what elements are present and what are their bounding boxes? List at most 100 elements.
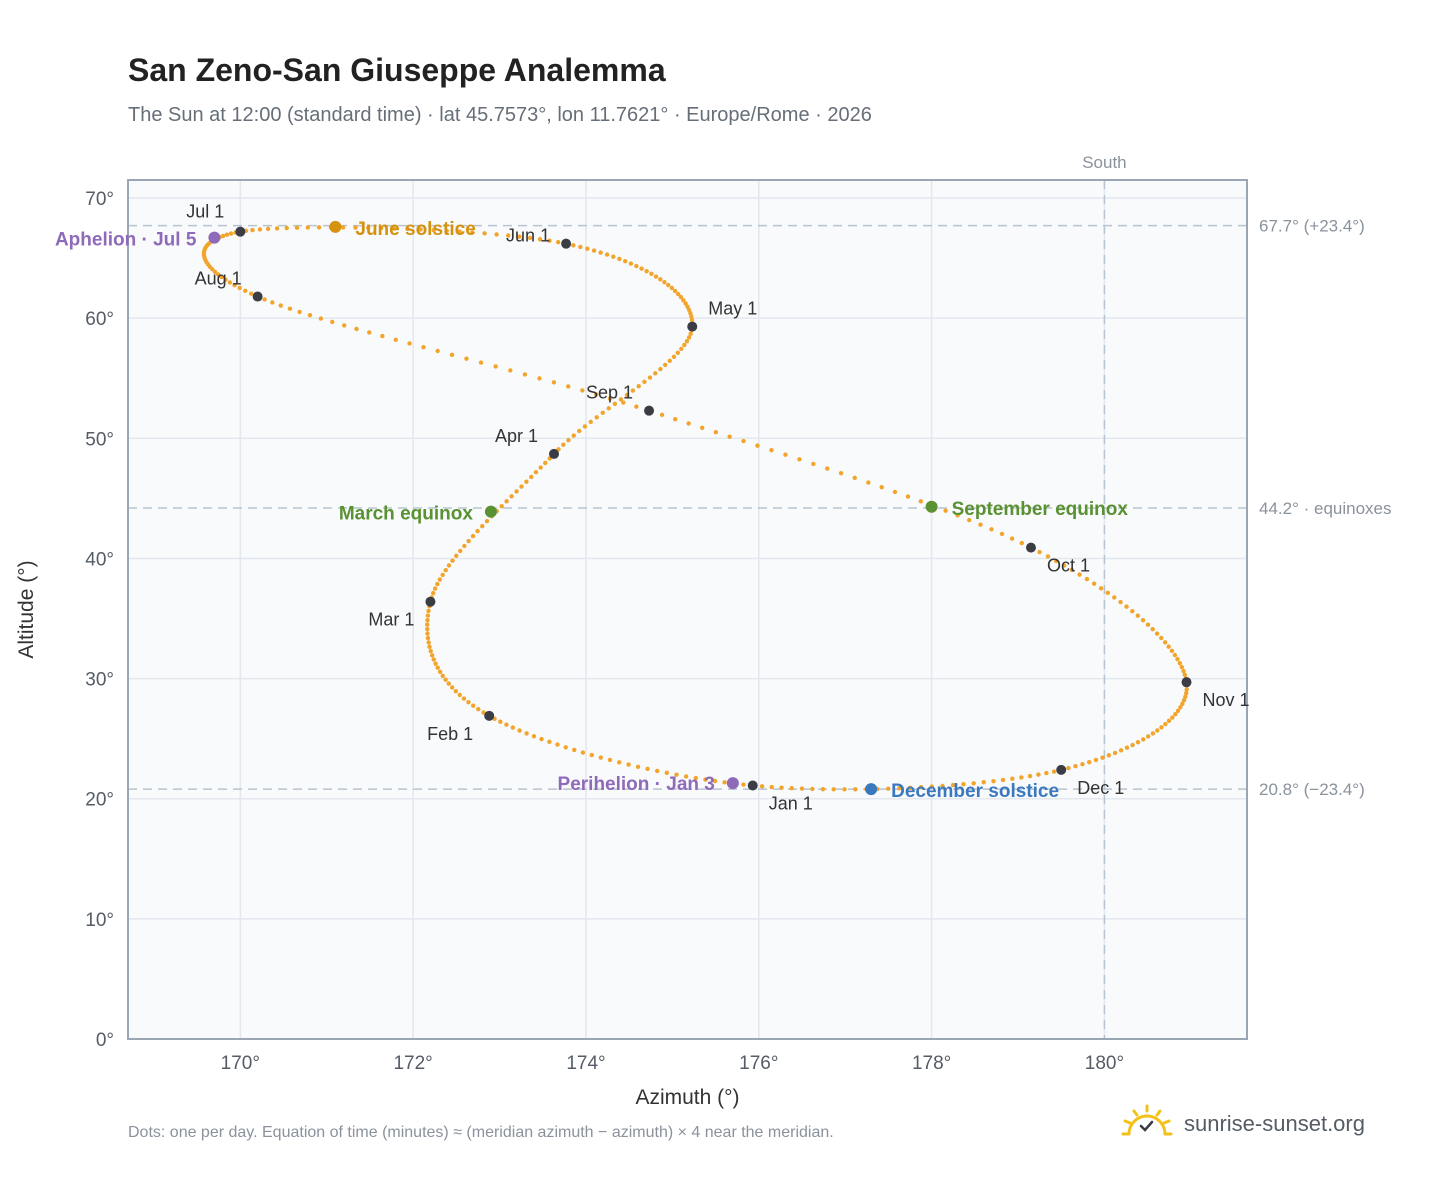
- daily-sun-dot: [341, 323, 347, 328]
- daily-sun-dot: [220, 233, 226, 239]
- daily-sun-dot: [978, 522, 983, 527]
- daily-sun-dot: [1084, 576, 1090, 582]
- daily-sun-dot: [407, 341, 412, 346]
- daily-sun-dot: [682, 342, 687, 348]
- daily-sun-dot: [647, 375, 653, 380]
- daily-sun-dot: [425, 622, 430, 627]
- daily-sun-dot: [1112, 750, 1118, 756]
- daily-sun-dot: [842, 787, 847, 792]
- daily-sun-dot: [1037, 549, 1042, 555]
- daily-sun-dot: [1135, 740, 1141, 745]
- daily-sun-dot: [432, 586, 438, 591]
- brand[interactable]: sunrise-sunset.org: [1120, 1102, 1365, 1146]
- daily-sun-dot: [509, 494, 514, 499]
- daily-sun-dot: [940, 783, 945, 789]
- daily-sun-dot: [437, 669, 443, 674]
- month-label: Nov 1: [1203, 690, 1250, 710]
- daily-sun-dot: [449, 352, 455, 358]
- daily-sun-dot: [476, 706, 481, 712]
- daily-sun-dot: [741, 438, 746, 444]
- daily-sun-dot: [446, 563, 452, 568]
- daily-sun-dot: [722, 780, 727, 785]
- daily-sun-dot: [664, 770, 670, 776]
- daily-sun-dot: [712, 778, 718, 784]
- daily-sun-dot: [443, 677, 448, 682]
- daily-sun-dot: [1098, 586, 1104, 591]
- daily-sun-dot: [1093, 757, 1099, 763]
- daily-sun-dot: [967, 517, 972, 523]
- daily-sun-dot: [466, 538, 471, 544]
- month-marker: [425, 596, 436, 607]
- daily-sun-dot: [1130, 608, 1135, 614]
- daily-sun-dot: [1178, 705, 1183, 710]
- daily-sun-dot: [639, 266, 644, 271]
- daily-sun-dot: [684, 338, 690, 344]
- y-tick-label: 70°: [85, 189, 114, 210]
- daily-sun-dot: [617, 256, 622, 262]
- daily-sun-dot: [257, 227, 263, 232]
- daily-sun-dot: [393, 337, 398, 342]
- daily-sun-dot: [1140, 618, 1146, 623]
- daily-sun-dot: [265, 226, 271, 232]
- daily-sun-dot: [607, 757, 613, 763]
- daily-sun-dot: [555, 239, 561, 245]
- daily-sun-dot: [607, 396, 613, 401]
- daily-sun-dot: [458, 548, 463, 554]
- daily-sun-dot: [1181, 698, 1187, 703]
- daily-sun-dot: [678, 294, 684, 300]
- daily-sun-dot: [598, 250, 603, 255]
- daily-sun-dot: [1010, 776, 1015, 781]
- daily-sun-dot: [662, 279, 667, 285]
- daily-sun-dot: [727, 434, 732, 439]
- daily-sun-dot: [961, 782, 966, 787]
- daily-sun-dot: [589, 752, 594, 758]
- month-label: Dec 1: [1077, 778, 1124, 798]
- chart-title: San Zeno-San Giuseppe Analemma: [128, 52, 666, 88]
- plot-area: [128, 180, 1247, 1039]
- daily-sun-dot: [594, 392, 599, 397]
- daily-sun-dot: [669, 285, 675, 291]
- daily-sun-dot: [606, 406, 611, 411]
- daily-sun-dot: [482, 231, 487, 236]
- daily-sun-dot: [435, 581, 440, 587]
- daily-sun-dot: [446, 681, 451, 686]
- daily-sun-dot: [918, 785, 924, 790]
- daily-sun-dot: [457, 692, 462, 698]
- month-marker: [484, 710, 495, 721]
- daily-sun-dot: [1130, 742, 1135, 748]
- daily-sun-dot: [688, 331, 693, 336]
- daily-sun-dot: [297, 309, 302, 315]
- daily-sun-dot: [270, 300, 275, 305]
- south-label: South: [1082, 153, 1126, 172]
- daily-sun-dot: [529, 474, 534, 480]
- daily-sun-dot: [425, 631, 430, 636]
- month-marker: [235, 226, 246, 237]
- daily-sun-dot: [571, 243, 576, 248]
- daily-sun-dot: [425, 635, 431, 641]
- daily-sun-dot: [1150, 626, 1155, 632]
- daily-sun-dot: [212, 269, 218, 274]
- event-label: June solstice: [355, 219, 475, 240]
- daily-sun-dot: [971, 781, 976, 786]
- daily-sun-dot: [621, 400, 626, 405]
- daily-sun-dot: [340, 225, 346, 230]
- daily-sun-dot: [481, 710, 486, 715]
- month-label: Oct 1: [1047, 556, 1090, 576]
- daily-sun-dot: [354, 326, 359, 332]
- daily-sun-dot: [294, 225, 300, 230]
- daily-sun-dot: [686, 421, 691, 426]
- daily-sun-dot: [1179, 664, 1185, 670]
- daily-sun-dot: [755, 443, 760, 448]
- daily-sun-dot: [454, 553, 459, 558]
- daily-sun-dot: [223, 277, 228, 282]
- daily-sun-dot: [1066, 765, 1071, 771]
- daily-sun-dot: [555, 742, 560, 747]
- daily-sun-dot: [673, 416, 678, 422]
- daily-sun-dot: [598, 755, 603, 760]
- daily-sun-dot: [539, 736, 544, 742]
- daily-sun-dot: [466, 699, 471, 705]
- daily-sun-dot: [591, 248, 597, 253]
- daily-sun-dot: [654, 768, 660, 774]
- daily-sun-dot: [443, 568, 448, 573]
- y-tick-label: 50°: [85, 429, 114, 450]
